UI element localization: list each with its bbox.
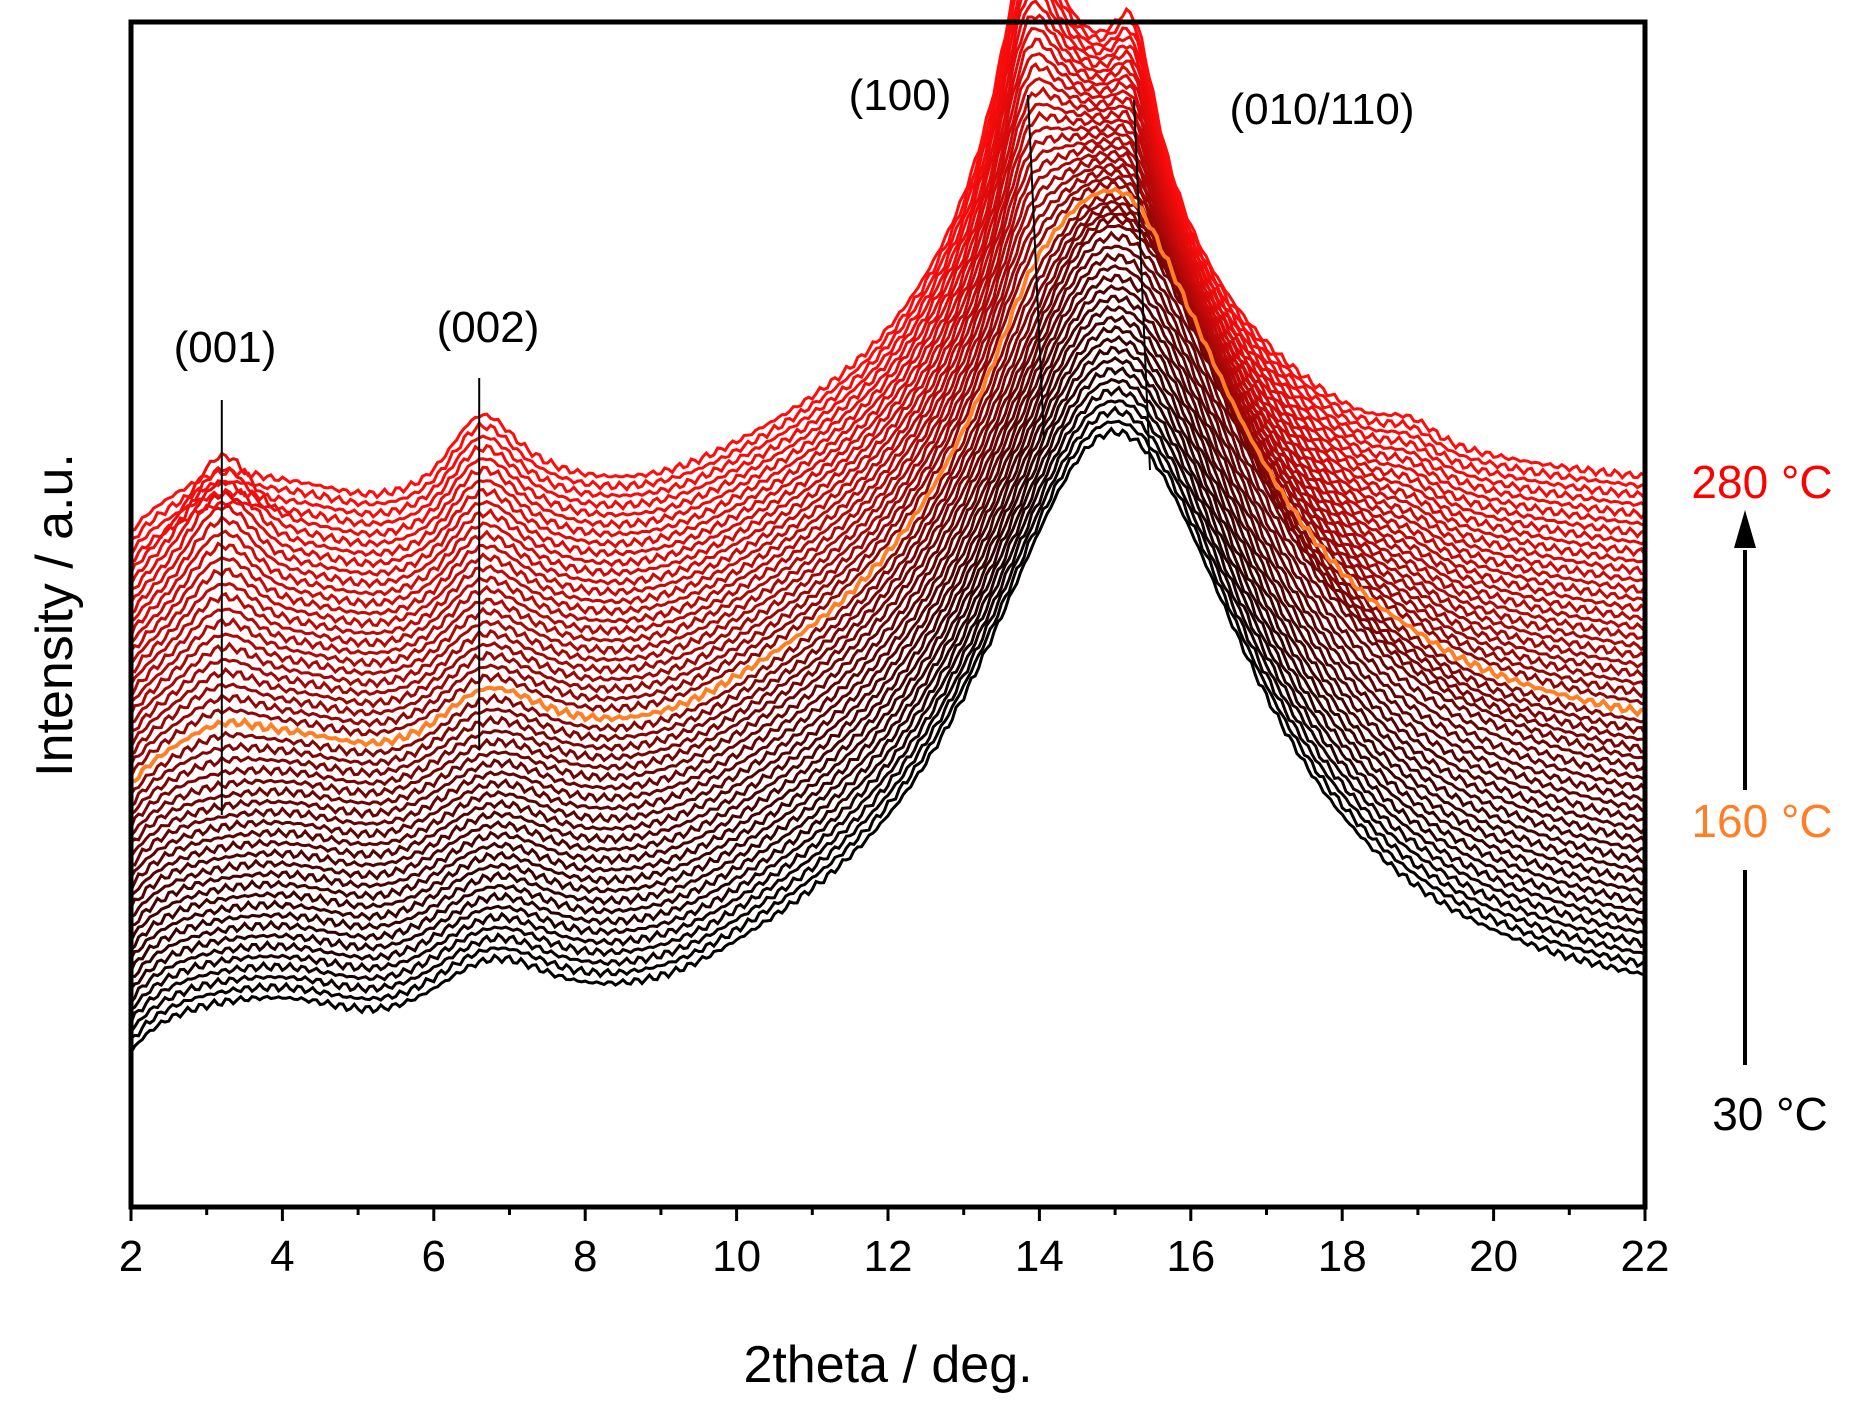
- series-line: [130, 202, 1646, 816]
- series-line: [130, 304, 1646, 927]
- x-tick-label: 10: [712, 1232, 761, 1281]
- series-line: [130, 149, 1647, 725]
- series-line: [130, 385, 1646, 1011]
- series-line: [130, 167, 1647, 757]
- temperature-labels: 280 °C 160 °C 30 °C: [1691, 456, 1832, 1140]
- series-line: [129, 284, 1647, 909]
- series-line: [130, 356, 1646, 978]
- series-line: [129, 426, 1646, 1054]
- series-line: [129, 136, 1646, 704]
- series-line: [129, 325, 1647, 951]
- series-line: [129, 52, 1646, 624]
- x-tick-label: 6: [422, 1232, 446, 1281]
- peak-label: (001): [174, 323, 277, 372]
- series-line: [130, 110, 1647, 674]
- x-tick-label: 12: [864, 1232, 913, 1281]
- series-line: [129, 345, 1646, 972]
- series-line: [129, 230, 1646, 858]
- x-tick-label: 8: [573, 1232, 597, 1281]
- series-line: [129, 142, 1647, 716]
- series-line: [130, 200, 1647, 808]
- series-line: [130, 244, 1647, 867]
- series-line: [129, 27, 1646, 604]
- series-line: [129, 0, 1647, 556]
- series-line: [129, 192, 1646, 796]
- series-line: [130, 0, 1646, 542]
- x-tick-label: 18: [1318, 1232, 1367, 1281]
- series-line-highlight: [130, 186, 1646, 784]
- temperature-label: 30 °C: [1712, 1088, 1828, 1140]
- series-line: [129, 0, 1646, 586]
- series-line: [129, 334, 1647, 960]
- series-line: [130, 13, 1646, 591]
- series-line: [130, 0, 1646, 533]
- x-tick-label: 14: [1015, 1232, 1064, 1281]
- series-line: [129, 314, 1646, 942]
- series-line: [129, 62, 1646, 638]
- temperature-label: 280 °C: [1691, 456, 1832, 508]
- series-line: [129, 211, 1646, 830]
- series-line: [129, 273, 1646, 897]
- peak-label: (010/110): [1229, 85, 1414, 134]
- series-line: [129, 162, 1646, 748]
- x-tick-label: 20: [1469, 1232, 1518, 1281]
- series-line: [130, 419, 1647, 1040]
- peak-marker-line: [1133, 99, 1151, 471]
- temperature-label: 160 °C: [1691, 795, 1832, 847]
- series-line: [129, 212, 1646, 837]
- y-axis-title: Intensity / a.u.: [26, 453, 84, 777]
- series-line: [129, 174, 1647, 766]
- series-line: [129, 264, 1647, 892]
- series-line: [130, 37, 1647, 615]
- peak-label: (100): [849, 71, 952, 120]
- series-line: [130, 294, 1647, 919]
- series-line: [129, 122, 1646, 686]
- series-line: [129, 252, 1646, 878]
- series-line: [129, 0, 1647, 575]
- series-line: [129, 76, 1646, 645]
- series-line: [130, 154, 1646, 733]
- x-tick-label: 2: [119, 1232, 143, 1281]
- x-tick-label: 4: [270, 1232, 294, 1281]
- series-line: [129, 223, 1647, 844]
- x-axis-title: 2theta / deg.: [743, 1336, 1032, 1394]
- peak-marker-group: (001) (002) (100) (010/110): [174, 71, 1415, 815]
- series-line: [130, 0, 1647, 564]
- series-line: [129, 405, 1646, 1033]
- x-tick-label: 16: [1166, 1232, 1215, 1281]
- series-line: [129, 86, 1647, 653]
- temperature-arrow: [1734, 510, 1756, 790]
- series-line: [129, 399, 1646, 1024]
- x-axis-ticks: 2 4 6 8 10 12 14 16 18 20 22: [119, 1207, 1670, 1281]
- series-line: [129, 102, 1646, 666]
- series-line: [129, 130, 1647, 698]
- x-tick-label: 22: [1621, 1232, 1670, 1281]
- series-group: [129, 0, 1647, 1054]
- series-line: [129, 366, 1646, 990]
- peak-marker-line: [1027, 94, 1045, 441]
- temperature-arrow-head: [1734, 510, 1756, 548]
- series-line: [129, 180, 1646, 778]
- series-line: [129, 377, 1647, 1004]
- peak-label: (002): [437, 303, 540, 352]
